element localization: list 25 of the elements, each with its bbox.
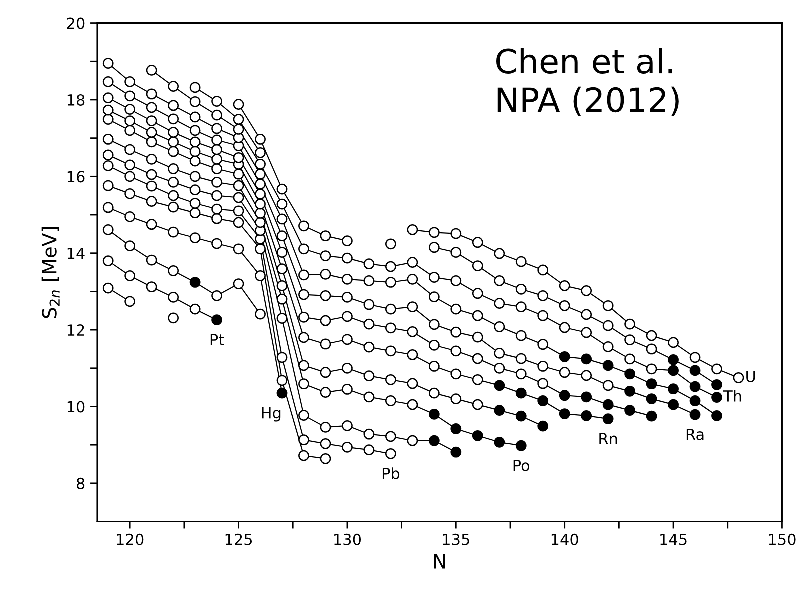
series-label: U bbox=[746, 371, 756, 382]
y-tick-label: 14 bbox=[68, 248, 85, 260]
x-tick-label: 120 bbox=[117, 534, 144, 546]
series-label: Ra bbox=[686, 428, 704, 440]
y-tick-label: 20 bbox=[67, 18, 85, 30]
x-tick-label: 135 bbox=[443, 534, 470, 546]
y-tick-label: 16 bbox=[68, 171, 85, 183]
x-tick-label: 145 bbox=[660, 534, 687, 546]
series-label: Pb bbox=[382, 468, 400, 480]
x-tick-label: 130 bbox=[334, 534, 362, 546]
x-tick-label: 140 bbox=[552, 534, 578, 546]
y-axis-title: S$_{2n}$ [MeV] bbox=[42, 227, 60, 318]
x-axis-title: N bbox=[434, 554, 446, 569]
series-label: Pt bbox=[210, 334, 224, 346]
series-label: Hg bbox=[262, 407, 281, 422]
x-tick-label: 150 bbox=[769, 534, 796, 546]
y-tick-label: 8 bbox=[76, 478, 85, 490]
series-label: Po bbox=[514, 460, 530, 472]
x-tick-label: 125 bbox=[226, 534, 252, 546]
y-tick-label: 12 bbox=[68, 324, 84, 336]
series-label: Rn bbox=[600, 433, 618, 444]
y-tick-label: 18 bbox=[68, 94, 85, 106]
y-tick-label: 10 bbox=[68, 401, 85, 413]
annotation: Chen et al. NPA (2012) bbox=[496, 48, 679, 117]
series-label: Th bbox=[723, 390, 742, 402]
